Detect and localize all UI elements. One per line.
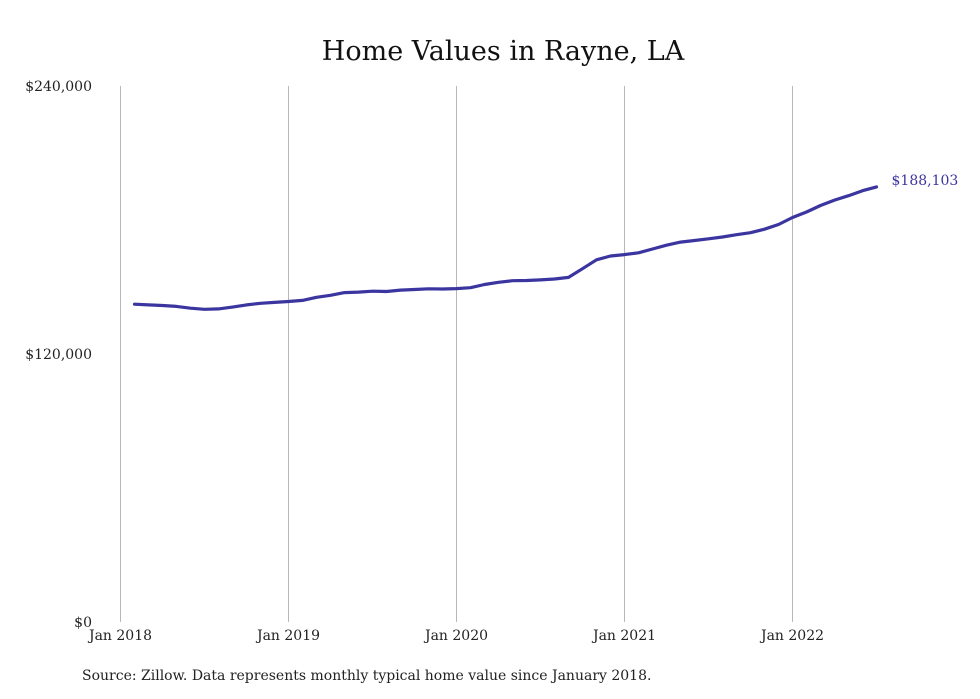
- grid-lines: [120, 86, 793, 622]
- x-tick-label: Jan 2021: [591, 628, 656, 644]
- chart-title: Home Values in Rayne, LA: [322, 36, 685, 67]
- y-tick-label: $240,000: [25, 79, 92, 95]
- y-tick-label: $120,000: [25, 347, 92, 363]
- x-tick-label: Jan 2022: [759, 628, 824, 644]
- y-axis-ticks: $240,000 $120,000 $0: [25, 79, 92, 631]
- x-tick-label: Jan 2020: [423, 628, 488, 644]
- x-axis-ticks: Jan 2018 Jan 2019 Jan 2020 Jan 2021 Jan 2022: [87, 628, 824, 644]
- x-tick-label: Jan 2019: [255, 628, 320, 644]
- source-note: Source: Zillow. Data represents monthly …: [82, 668, 652, 684]
- x-tick-label: Jan 2018: [87, 628, 152, 644]
- y-tick-label: $0: [74, 615, 92, 631]
- end-value-label: $188,103: [892, 173, 959, 189]
- series-line: [132, 185, 879, 311]
